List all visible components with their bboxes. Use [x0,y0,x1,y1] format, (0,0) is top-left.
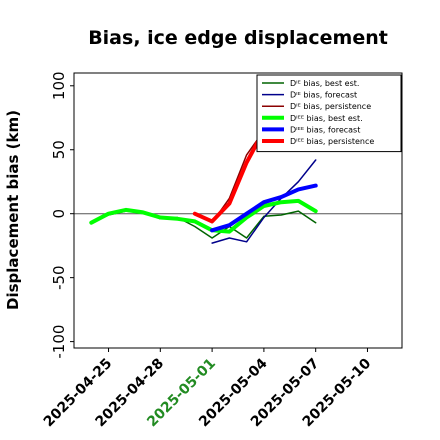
legend: Dᴵᴱ bias, best est. Dᴵᴱ bias, forecast Dᴵᴱ… [256,74,402,153]
legend-label: Dᴵᴱ bias, forecast [290,91,357,100]
y-tick-label: 0 [50,209,68,219]
y-tick-label: -100 [50,325,68,359]
y-tick-label: -50 [50,265,68,290]
series-line-5 [210,183,318,233]
x-ticks: 2025-04-252025-04-282025-05-012025-05-04… [41,348,374,430]
series-line-6 [192,128,266,224]
series-layer [89,128,318,244]
plot-frame [73,72,403,349]
series-line-2 [211,159,317,244]
legend-label: Dᴵᴱᴱ bias, best est. [290,114,363,123]
legend-label: Dᴵᴱ bias, persistence [290,102,371,111]
y-tick-label: 50 [50,140,68,159]
y-tick-label: 100 [50,71,68,100]
legend-label: Dᴵᴱᴱ bias, forecast [290,125,360,134]
legend-label: Dᴵᴱᴱ bias, persistence [290,137,374,146]
y-ticks: -100 -50 0 50 100 [50,71,74,359]
y-axis-label: Displacement bias (km) [4,110,22,310]
legend-label: Dᴵᴱ bias, best est. [290,79,359,88]
chart-title: Bias, ice edge displacement [88,27,388,49]
series-line-4 [89,198,318,234]
legend-box [256,74,402,153]
